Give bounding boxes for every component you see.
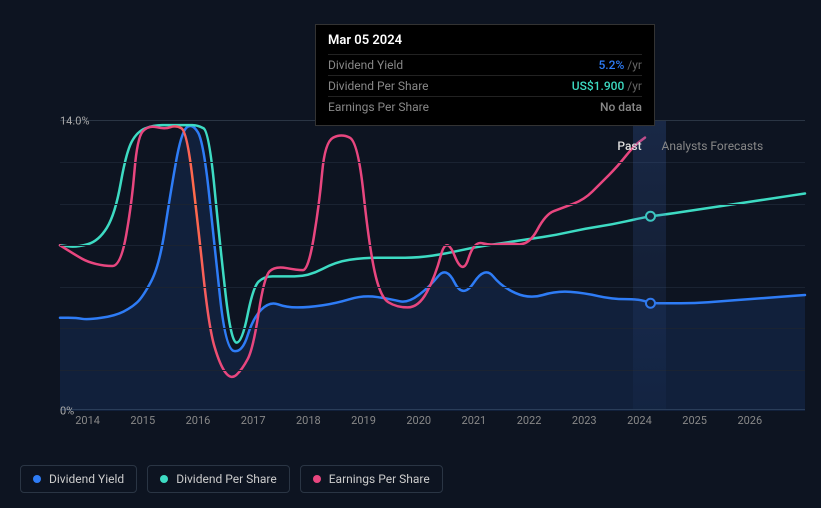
tooltip-row-label: Dividend Per Share <box>328 79 429 93</box>
legend-dot-icon <box>160 475 168 483</box>
tooltip-rows: Dividend Yield 5.2%/yr Dividend Per Share U… <box>328 54 642 117</box>
gridline <box>60 287 805 288</box>
legend-label: Dividend Per Share <box>176 472 277 486</box>
tooltip-row-label: Dividend Yield <box>328 58 403 72</box>
tooltip-row: Dividend Per Share US$1.900/yr <box>328 75 642 96</box>
x-axis: 2014 2015 2016 2017 2018 2019 2020 2021 2022 2023… <box>60 414 805 434</box>
hover-band <box>633 121 666 409</box>
chart: 0%14.0%PastAnalysts Forecasts <box>20 110 805 420</box>
tooltip: Mar 05 2024 Dividend Yield5.2%/yrDividen… <box>315 24 655 126</box>
x-tick-label: 2020 <box>406 414 431 427</box>
x-tick-label: 2017 <box>241 414 266 427</box>
plot-area[interactable]: 0%14.0%PastAnalysts Forecasts <box>60 120 805 410</box>
tooltip-date: Mar 05 2024 <box>328 33 642 48</box>
x-tick-label: 2022 <box>517 414 542 427</box>
x-tick-label: 2018 <box>296 414 321 427</box>
tooltip-row-value: US$1.900/yr <box>572 79 642 93</box>
gridline <box>60 204 805 205</box>
gridline <box>60 245 805 246</box>
y-tick-label: 14.0% <box>60 115 70 128</box>
x-tick-label: 2023 <box>572 414 597 427</box>
chart-svg <box>60 121 805 409</box>
legend: Dividend Yield Dividend Per Share Earnings… <box>20 465 443 493</box>
legend-item[interactable]: Dividend Yield <box>20 465 137 493</box>
tooltip-row-value: 5.2%/yr <box>598 58 642 72</box>
series-area <box>60 126 805 411</box>
legend-dot-icon <box>33 475 41 483</box>
x-tick-label: 2025 <box>682 414 707 427</box>
x-tick-label: 2016 <box>186 414 211 427</box>
tooltip-row-label: Earnings Per Share <box>328 100 429 114</box>
tooltip-row-value: No data <box>600 100 642 114</box>
tooltip-row: Dividend Yield 5.2%/yr <box>328 54 642 75</box>
x-tick-label: 2026 <box>737 414 762 427</box>
gridline <box>60 162 805 163</box>
gridline <box>60 328 805 329</box>
legend-item[interactable]: Dividend Per Share <box>147 465 290 493</box>
legend-label: Dividend Yield <box>49 472 124 486</box>
x-tick-label: 2019 <box>351 414 376 427</box>
legend-item[interactable]: Earnings Per Share <box>300 465 443 493</box>
legend-label: Earnings Per Share <box>329 472 430 486</box>
x-tick-label: 2024 <box>627 414 652 427</box>
tooltip-row: Earnings Per Share No data <box>328 96 642 117</box>
region-label: Analysts Forecasts <box>662 139 764 153</box>
x-tick-label: 2014 <box>75 414 100 427</box>
gridline <box>60 370 805 371</box>
x-tick-label: 2015 <box>130 414 155 427</box>
legend-dot-icon <box>313 475 321 483</box>
region-label: Past <box>617 139 641 153</box>
x-tick-label: 2021 <box>462 414 487 427</box>
